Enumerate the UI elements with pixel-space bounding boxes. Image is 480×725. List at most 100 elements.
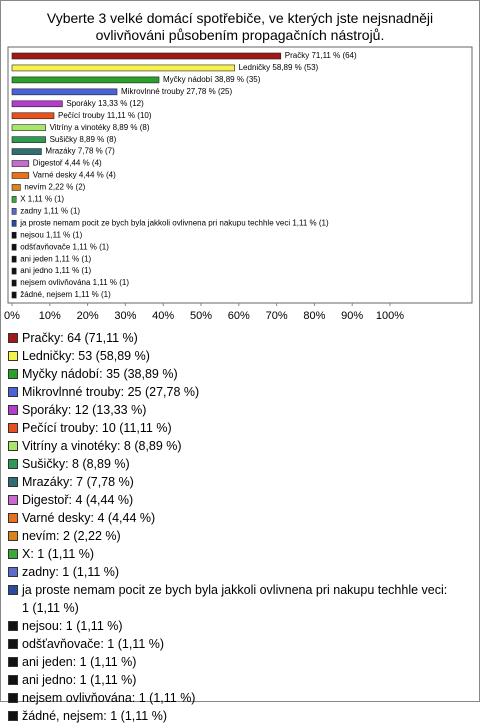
x-tick-label: 100% — [376, 310, 404, 322]
bar — [11, 279, 17, 287]
legend-swatch — [8, 513, 18, 523]
legend-item: Vitríny a vinotéky: 8 (8,89 %) — [8, 437, 448, 455]
legend-swatch — [8, 441, 18, 451]
data-label: Mrazáky 7,78 % (7) — [45, 147, 115, 156]
bar — [11, 196, 17, 203]
legend-swatch — [8, 333, 18, 343]
legend-item: Sušičky: 8 (8,89 %) — [8, 455, 448, 473]
legend-label: ja proste nemam pocit ze bych byla jakko… — [22, 583, 448, 615]
bar — [11, 88, 118, 96]
legend-swatch — [8, 711, 18, 721]
bar — [11, 124, 46, 131]
data-label: Ledničky 58,89 % (53) — [239, 63, 319, 72]
chart: 0% 10% 20% 30% 40% 50% 60% 70% 80% 90% 100% Pračky … — [4, 46, 473, 322]
legend-swatch — [8, 369, 18, 379]
bar — [11, 100, 63, 108]
legend-item: zadny: 1 (1,11 %) — [8, 563, 448, 581]
bar — [11, 136, 46, 143]
legend-label: Ledničky: 53 (58,89 %) — [22, 349, 150, 363]
legend-label: ani jedno: 1 (1,11 %) — [22, 673, 137, 687]
data-label: Sporáky 13,33 % (12) — [66, 99, 144, 108]
legend-item: nejsem ovlivňována: 1 (1,11 %) — [8, 689, 448, 707]
legend-label: zadny: 1 (1,11 %) — [22, 565, 120, 579]
legend-swatch — [8, 657, 18, 667]
data-label: žádné, nejsem 1,11 % (1) — [20, 290, 111, 299]
data-label: ani jeden 1,11 % (1) — [20, 254, 91, 263]
x-tick-label: 20% — [77, 310, 99, 322]
legend-label: nejsou: 1 (1,11 %) — [22, 619, 123, 633]
legend-label: Mrazáky: 7 (7,78 %) — [22, 475, 134, 489]
data-label: Vitríny a vinotéky 8,89 % (8) — [50, 123, 150, 132]
legend-swatch — [8, 675, 18, 685]
legend-item: nejsou: 1 (1,11 %) — [8, 617, 448, 635]
legend-item: Pračky: 64 (71,11 %) — [8, 329, 448, 347]
data-label: Varné desky 4,44 % (4) — [33, 171, 116, 180]
bar — [11, 255, 17, 263]
data-label: Myčky nádobí 38,89 % (35) — [163, 75, 261, 84]
data-label: X 1,11 % (1) — [20, 195, 64, 204]
legend-item: Digestoř: 4 (4,44 %) — [8, 491, 448, 509]
legend-label: Vitríny a vinotéky: 8 (8,89 %) — [22, 439, 182, 453]
legend-item: ani jedno: 1 (1,11 %) — [8, 671, 448, 689]
legend-label: Pečící trouby: 10 (11,11 %) — [22, 421, 172, 435]
x-tick-label: 70% — [266, 310, 288, 322]
x-tick-label: 90% — [341, 310, 363, 322]
x-tick-label: 80% — [303, 310, 325, 322]
legend-label: nevím: 2 (2,22 %) — [22, 529, 121, 543]
data-label: Sušičky 8,89 % (8) — [50, 135, 117, 144]
bar — [11, 184, 21, 191]
legend-swatch — [8, 639, 18, 649]
legend-item: X: 1 (1,11 %) — [8, 545, 448, 563]
legend-item: Varné desky: 4 (4,44 %) — [8, 509, 448, 527]
legend-label: X: 1 (1,11 %) — [22, 547, 95, 561]
x-tick-label: 30% — [114, 310, 136, 322]
legend-swatch — [8, 387, 18, 397]
legend-label: Digestoř: 4 (4,44 %) — [22, 493, 134, 507]
data-label: zadny 1,11 % (1) — [20, 206, 80, 215]
legend-label: Sporáky: 12 (13,33 %) — [22, 403, 147, 417]
legend-label: Sušičky: 8 (8,89 %) — [22, 457, 130, 471]
data-label: Digestoř 4,44 % (4) — [33, 159, 102, 168]
chart-title: Vyberte 3 velké domácí spotřebiče, ve kt… — [46, 10, 434, 43]
x-tick-label: 0% — [4, 310, 20, 322]
legend-swatch — [8, 495, 18, 505]
bar — [11, 160, 30, 167]
legend-swatch — [8, 585, 18, 595]
bar — [11, 76, 160, 84]
bar — [11, 243, 17, 251]
plot-frame — [7, 46, 473, 304]
legend-label: Pračky: 64 (71,11 %) — [22, 331, 138, 345]
legend-item: Mikrovlnné trouby: 25 (27,78 %) — [8, 383, 448, 401]
data-label: nejsem ovlivňována 1,11 % (1) — [20, 278, 129, 287]
bar — [11, 220, 17, 227]
legend-label: nejsem ovlivňována: 1 (1,11 %) — [22, 691, 196, 705]
legend-swatch — [8, 351, 18, 361]
legend-item: ja proste nemam pocit ze bych byla jakko… — [8, 581, 448, 617]
legend-label: Mikrovlnné trouby: 25 (27,78 %) — [22, 385, 200, 399]
x-tick-label: 40% — [152, 310, 174, 322]
legend-swatch — [8, 477, 18, 487]
data-label: ani jedno 1,11 % (1) — [20, 266, 91, 275]
data-label: ja proste nemam pocit ze bych byla jakko… — [19, 218, 329, 227]
legend-swatch — [8, 567, 18, 577]
bar — [11, 267, 17, 275]
legend-swatch — [8, 459, 18, 469]
data-label: odšťavňovače 1,11 % (1) — [20, 242, 109, 251]
bar — [11, 231, 17, 239]
legend-label: odšťavňovače: 1 (1,11 %) — [22, 637, 165, 651]
legend-item: Myčky nádobí: 35 (38,89 %) — [8, 365, 448, 383]
data-label: Pračky 71,11 % (64) — [285, 51, 357, 60]
x-tick-label: 50% — [190, 310, 212, 322]
legend-item: Sporáky: 12 (13,33 %) — [8, 401, 448, 419]
x-tick-label: 60% — [228, 310, 250, 322]
legend-label: ani jeden: 1 (1,11 %) — [22, 655, 137, 669]
data-label: Pečící trouby 11,11 % (10) — [58, 111, 152, 120]
data-label: Mikrovlnné trouby 27,78 % (25) — [121, 87, 232, 96]
bar — [11, 208, 17, 215]
legend-item: ani jeden: 1 (1,11 %) — [8, 653, 448, 671]
bar — [11, 172, 30, 179]
legend-swatch — [8, 549, 18, 559]
legend-label: Myčky nádobí: 35 (38,89 %) — [22, 367, 178, 381]
bar — [11, 112, 55, 120]
